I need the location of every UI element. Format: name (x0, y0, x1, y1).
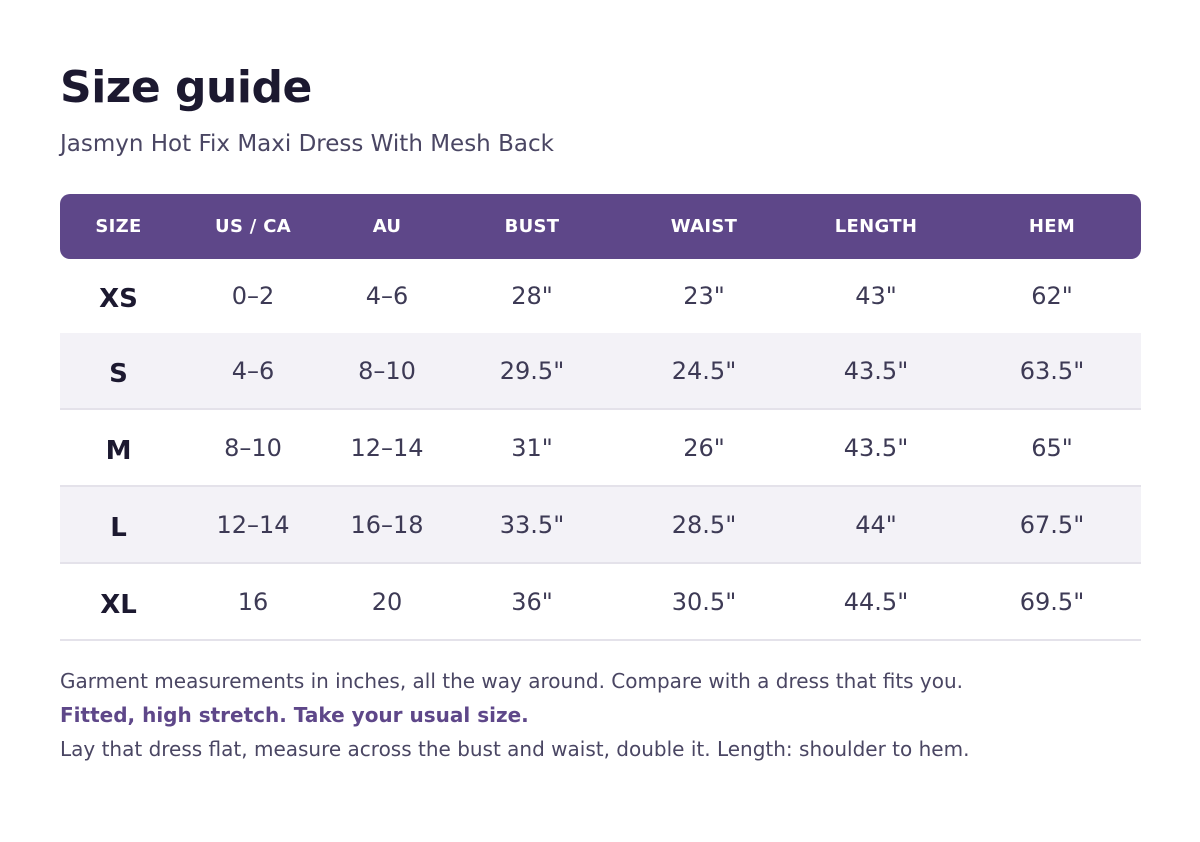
table-row: M 8–10 12–14 31" 26" 43.5" 65" (60, 410, 1141, 487)
measuring-instructions: Lay that dress flat, measure across the … (60, 737, 970, 761)
waist-cell: 26" (683, 433, 725, 462)
column-header-size: SIZE (95, 216, 142, 237)
us-ca-cell: 0–2 (231, 282, 275, 310)
au-cell: 12–14 (350, 433, 424, 462)
us-ca-cell: 8–10 (224, 433, 282, 462)
fit-notes: Garment measurements in inches, all the … (60, 664, 1141, 766)
page-title: Size guide (60, 62, 312, 113)
au-cell: 16–18 (350, 510, 424, 539)
table-row: XL 16 20 36" 30.5" 44.5" 69.5" (60, 564, 1141, 641)
waist-cell: 23" (683, 282, 725, 310)
measurement-note: Garment measurements in inches, all the … (60, 669, 964, 693)
length-cell: 43.5" (843, 356, 909, 385)
product-name: Jasmyn Hot Fix Maxi Dress With Mesh Back (60, 131, 554, 157)
column-header-bust: BUST (504, 216, 560, 237)
table-header: SIZE US / CA AU BUST WAIST LENGTH HEM (60, 194, 1141, 259)
size-table: SIZE US / CA AU BUST WAIST LENGTH HEM XS… (60, 194, 1141, 641)
bust-cell: 31" (511, 433, 553, 462)
size-cell: M (105, 435, 132, 466)
waist-cell: 28.5" (671, 510, 737, 539)
length-cell: 43" (855, 282, 897, 310)
size-cell: S (109, 358, 128, 389)
size-cell: L (110, 512, 127, 543)
table-row: S 4–6 8–10 29.5" 24.5" 43.5" 63.5" (60, 333, 1141, 410)
bust-cell: 36" (511, 587, 553, 616)
waist-cell: 24.5" (671, 356, 737, 385)
column-header-hem: HEM (1028, 216, 1076, 237)
au-cell: 4–6 (365, 282, 409, 310)
hem-cell: 65" (1031, 433, 1073, 462)
column-header-waist: WAIST (670, 216, 738, 237)
column-header-au: AU (372, 216, 402, 237)
us-ca-cell: 16 (237, 587, 269, 616)
bust-cell: 33.5" (499, 510, 565, 539)
au-cell: 20 (371, 587, 403, 616)
hem-cell: 63.5" (1019, 356, 1085, 385)
length-cell: 44.5" (843, 587, 909, 616)
bust-cell: 29.5" (499, 356, 565, 385)
hem-cell: 67.5" (1019, 510, 1085, 539)
size-cell: XL (100, 589, 137, 620)
table-row: L 12–14 16–18 33.5" 28.5" 44" 67.5" (60, 487, 1141, 564)
us-ca-cell: 4–6 (231, 356, 275, 385)
length-cell: 43.5" (843, 433, 909, 462)
waist-cell: 30.5" (671, 587, 737, 616)
column-header-length: LENGTH (834, 216, 918, 237)
column-header-us-ca: US / CA (215, 216, 291, 237)
us-ca-cell: 12–14 (216, 510, 290, 539)
fit-advice: Fitted, high stretch. Take your usual si… (60, 703, 529, 727)
hem-cell: 62" (1031, 282, 1073, 310)
table-row: XS 0–2 4–6 28" 23" 43" 62" (60, 259, 1141, 333)
bust-cell: 28" (511, 282, 553, 310)
size-cell: XS (99, 284, 138, 314)
hem-cell: 69.5" (1019, 587, 1085, 616)
au-cell: 8–10 (358, 356, 416, 385)
length-cell: 44" (855, 510, 897, 539)
